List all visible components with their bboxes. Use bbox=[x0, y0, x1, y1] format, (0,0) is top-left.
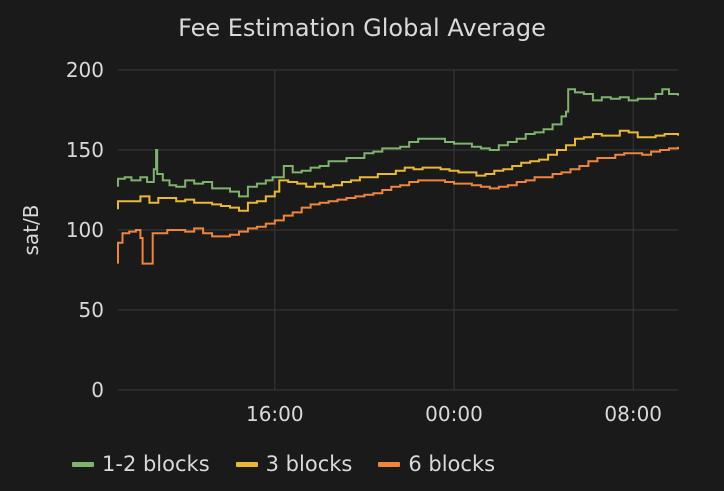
chart-title: Fee Estimation Global Average bbox=[178, 14, 546, 42]
chart-legend: 1-2 blocks 3 blocks 6 blocks bbox=[72, 452, 495, 476]
legend-item[interactable]: 6 blocks bbox=[378, 452, 495, 476]
legend-swatch bbox=[378, 461, 401, 467]
x-tick-label: 00:00 bbox=[425, 402, 483, 426]
y-tick-label: 150 bbox=[66, 138, 104, 162]
y-tick-label: 50 bbox=[79, 298, 104, 322]
series-line-2 bbox=[117, 146, 679, 265]
legend-label: 1-2 blocks bbox=[102, 452, 210, 476]
x-tick-label: 16:00 bbox=[246, 402, 304, 426]
legend-label: 3 blocks bbox=[265, 452, 353, 476]
y-tick-label: 200 bbox=[66, 58, 104, 82]
series-line-0 bbox=[117, 88, 679, 198]
legend-item[interactable]: 1-2 blocks bbox=[72, 452, 210, 476]
y-tick-label: 100 bbox=[66, 218, 104, 242]
legend-swatch bbox=[72, 461, 94, 467]
series-line-1 bbox=[117, 129, 679, 212]
legend-item[interactable]: 3 blocks bbox=[235, 452, 353, 476]
x-tick-label: 08:00 bbox=[604, 402, 662, 426]
legend-label: 6 blocks bbox=[408, 452, 496, 476]
y-axis-label: sat/B bbox=[19, 205, 43, 256]
y-tick-label: 0 bbox=[91, 378, 104, 402]
legend-swatch bbox=[235, 461, 258, 467]
